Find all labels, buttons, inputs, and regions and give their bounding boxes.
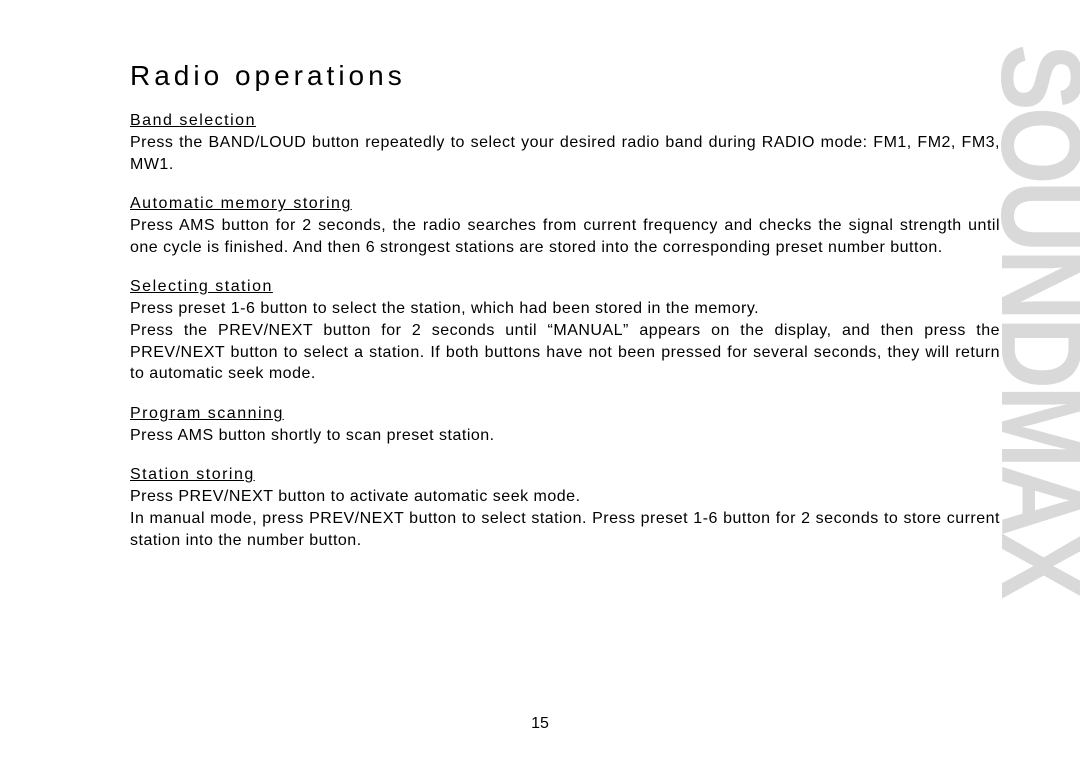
- section-body: Press AMS button for 2 seconds, the radi…: [130, 215, 1000, 258]
- section-automatic-memory-storing: Automatic memory storing Press AMS butto…: [130, 195, 1000, 258]
- section-body: Press preset 1-6 button to select the st…: [130, 298, 1000, 384]
- section-body: Press PREV/NEXT button to activate autom…: [130, 486, 1000, 551]
- section-heading: Program scanning: [130, 405, 1000, 423]
- page-title: Radio operations: [130, 60, 1000, 92]
- page-number: 15: [0, 715, 1080, 733]
- section-selecting-station: Selecting station Press preset 1-6 butto…: [130, 278, 1000, 384]
- section-heading: Automatic memory storing: [130, 195, 1000, 213]
- section-body: Press AMS button shortly to scan preset …: [130, 425, 1000, 447]
- section-program-scanning: Program scanning Press AMS button shortl…: [130, 405, 1000, 447]
- manual-page: SOUNDMAX Radio operations Band selection…: [0, 0, 1080, 761]
- section-band-selection: Band selection Press the BAND/LOUD butto…: [130, 112, 1000, 175]
- brand-watermark: SOUNDMAX: [996, 44, 1080, 721]
- section-heading: Selecting station: [130, 278, 1000, 296]
- section-heading: Station storing: [130, 466, 1000, 484]
- section-body: Press the BAND/LOUD button repeatedly to…: [130, 132, 1000, 175]
- content-area: Radio operations Band selection Press th…: [130, 60, 1000, 551]
- watermark-text: SOUNDMAX: [995, 44, 1080, 595]
- section-heading: Band selection: [130, 112, 1000, 130]
- section-station-storing: Station storing Press PREV/NEXT button t…: [130, 466, 1000, 551]
